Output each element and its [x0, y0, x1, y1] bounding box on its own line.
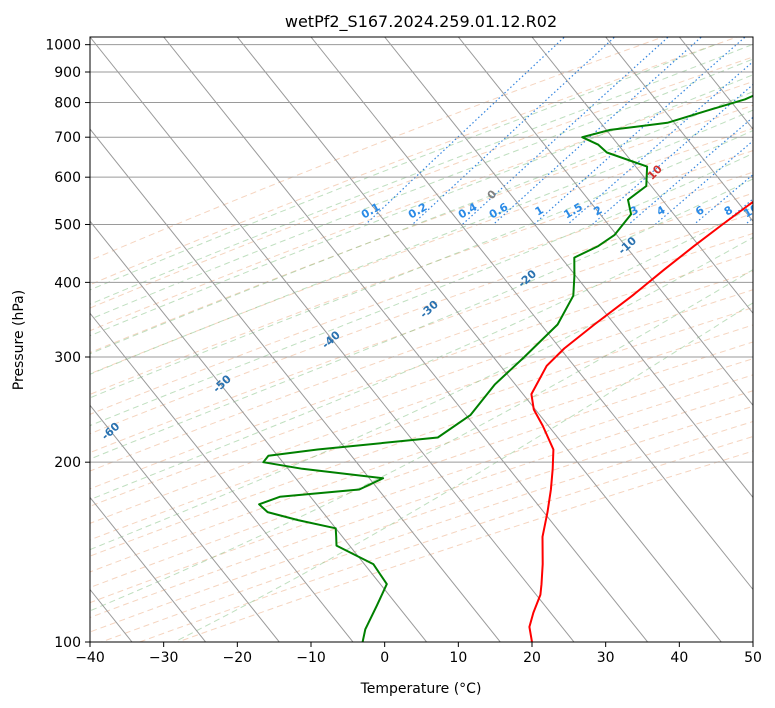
x-tick-label: −20: [223, 650, 253, 666]
dry-adiabat-line: [90, 358, 753, 589]
mixing-ratio-line: [693, 173, 753, 225]
x-axis: −40 −30 −20 −10 0 10 20 30 40 50: [75, 642, 762, 666]
isotherm-gridline: [90, 404, 280, 642]
isotherm-gridline: [310, 37, 753, 591]
moist-adiabat-line: [90, 91, 753, 355]
isotherm-gridline: [236, 37, 722, 642]
x-tick-label: 50: [744, 650, 762, 666]
mixing-ratio-line: [591, 83, 753, 225]
isotherm-gridline: [90, 496, 207, 642]
isotherm-gridline: [384, 37, 753, 499]
dry-adiabat-line: [90, 212, 753, 454]
dry-adiabat-line: [90, 390, 753, 619]
y-tick-label: 1000: [45, 38, 81, 54]
x-tick-label: 30: [597, 650, 615, 666]
mixing-ratio-line: [461, 37, 670, 225]
chart-title: wetPf2_S167.2024.259.01.12.R02: [285, 12, 557, 32]
isotherm-gridline: [457, 37, 753, 407]
dry-adiabat-line: [90, 37, 665, 262]
dry-adiabat-line: [90, 171, 753, 415]
dry-adiabat-line: [90, 37, 739, 286]
y-tick-label: 300: [54, 350, 81, 366]
isotherm-gridline: [90, 220, 428, 642]
mixing-ratio-line: [567, 60, 753, 225]
x-tick-label: −30: [149, 650, 179, 666]
isotherm-gridline: [163, 37, 649, 642]
dry-adiabat-line: [90, 324, 753, 557]
x-tick-label: −10: [296, 650, 326, 666]
mixing-ratio-line: [411, 37, 616, 225]
y-tick-label: 600: [54, 170, 81, 186]
mixing-ratio-line: [628, 116, 753, 225]
mixing-ratio-line: [365, 37, 566, 225]
moist-adiabat-line: [90, 109, 753, 375]
dry-adiabat-line: [90, 150, 753, 395]
x-tick-label: −40: [75, 650, 105, 666]
x-tick-label: 20: [523, 650, 541, 666]
dry-adiabat-line: [90, 270, 753, 507]
series-layer: [258, 94, 753, 642]
moist-adiabat-line: [90, 152, 753, 427]
y-tick-label: 700: [54, 130, 81, 146]
isotherm-gridline: [90, 128, 501, 642]
x-tick-label: 40: [670, 650, 688, 666]
x-tick-label: 10: [449, 650, 467, 666]
moist-adiabat-line: [90, 178, 753, 460]
isotherm-gridline: [90, 312, 354, 642]
y-tick-label: 200: [54, 455, 81, 471]
mixing-ratio-label: 10: [741, 201, 761, 220]
x-tick-label: 0: [380, 650, 389, 666]
isotherm-gridline: [90, 37, 575, 642]
dewpoint-line: [258, 94, 753, 642]
y-axis: 100 200 300 400 500 600 700 800 900 1000: [45, 38, 90, 651]
x-axis-label: Temperature (°C): [360, 681, 482, 697]
moist-adiabat-line: [90, 130, 753, 399]
y-tick-label: 800: [54, 96, 81, 112]
isotherm-gridline: [531, 37, 753, 315]
isotherm-gridline: [605, 37, 753, 222]
y-tick-label: 400: [54, 275, 81, 291]
moist-adiabat-line: [90, 44, 753, 305]
moist-adiabat-line: [90, 58, 753, 320]
mixing-ratio-line: [533, 37, 747, 225]
y-axis-label: Pressure (hPa): [11, 290, 27, 390]
y-tick-label: 100: [54, 635, 81, 651]
y-tick-label: 900: [54, 65, 81, 81]
y-tick-label: 500: [54, 217, 81, 233]
temperature-line: [528, 200, 753, 642]
dry-adiabat-line: [90, 307, 753, 541]
dry-adiabat-line: [90, 252, 753, 490]
plot-frame: [89, 36, 754, 643]
moist-adiabat-line: [90, 74, 753, 337]
background-lines: [90, 37, 753, 642]
